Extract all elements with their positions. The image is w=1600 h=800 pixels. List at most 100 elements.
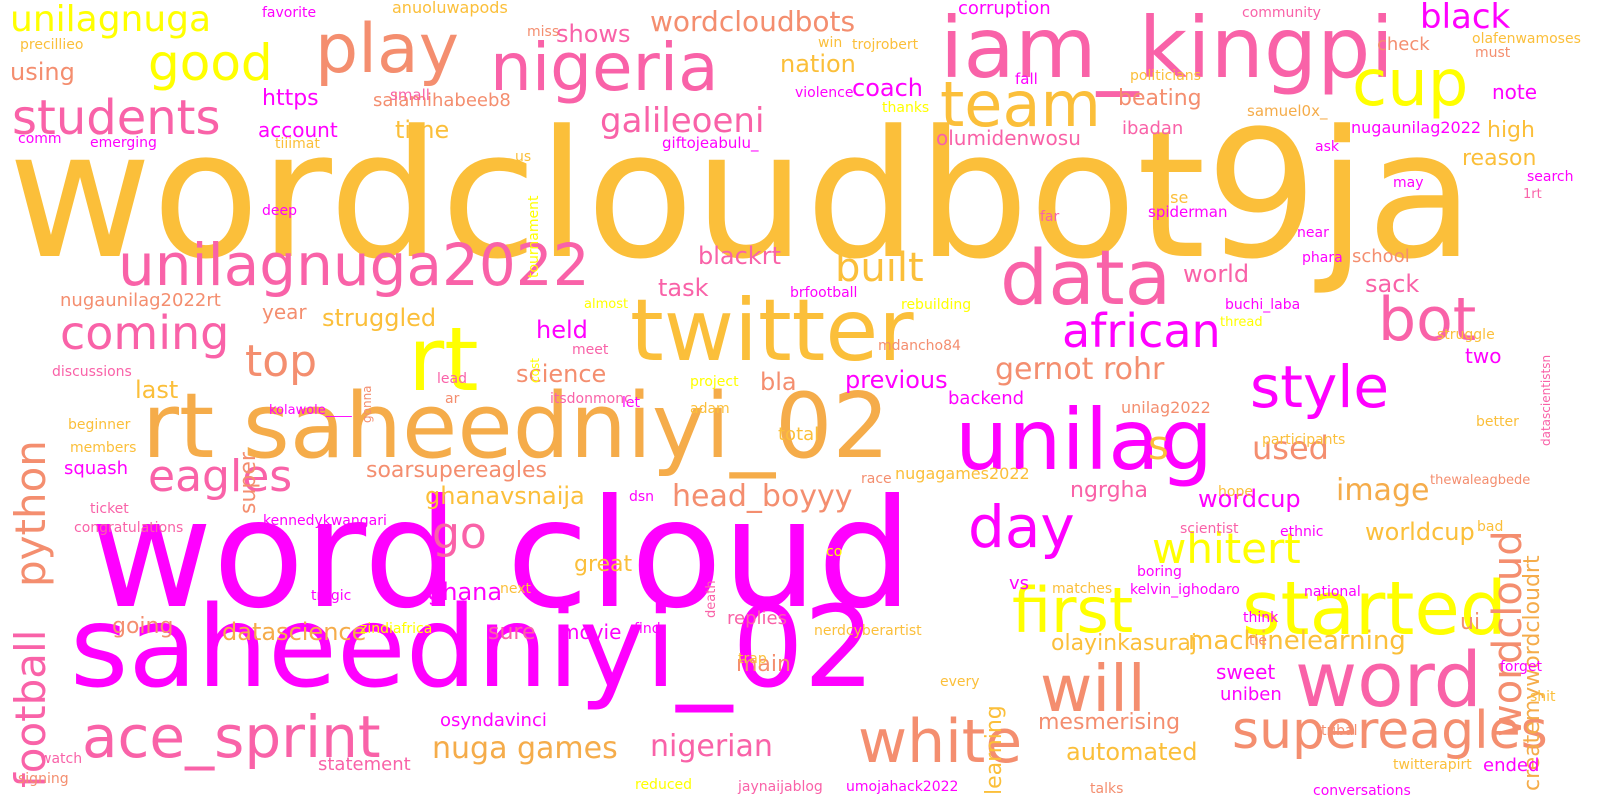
word-image-42: image xyxy=(1336,473,1430,508)
word-ngrgha-57: ngrgha xyxy=(1070,478,1148,503)
word-race-164: race xyxy=(861,471,892,487)
word-may-134: may xyxy=(1393,175,1424,191)
word-mesmerising-98: mesmerising xyxy=(1038,710,1181,735)
word-reason-82: reason xyxy=(1462,146,1537,171)
word-phara-140: phara xyxy=(1302,250,1343,266)
word-reduced-194: reduced xyxy=(635,777,693,793)
word-nigerian-39: nigerian xyxy=(650,729,773,764)
word-meet-151: meet xyxy=(572,342,609,358)
word-death-175: death xyxy=(704,580,719,618)
word-talks-198: talks xyxy=(1090,781,1124,797)
word-buchi-laba-145: buchi_laba xyxy=(1225,297,1301,313)
word-kennedykwangari-170: kennedykwangari xyxy=(263,513,387,529)
word-python-45: python xyxy=(6,440,55,587)
word-1rt-136: 1rt xyxy=(1523,187,1542,202)
word-win-117: win xyxy=(818,35,843,51)
word-struggle-147: struggle xyxy=(1437,327,1495,343)
word-project-154: project xyxy=(690,374,739,390)
word-salamihabeeb8-108: salamihabeeb8 xyxy=(373,90,511,111)
word-coming-26: coming xyxy=(60,306,230,360)
word-anuoluwapods-72: anuoluwapods xyxy=(392,0,508,17)
word-unilagnuga-34: unilagnuga xyxy=(10,0,212,40)
word-think-185: think xyxy=(1243,610,1279,626)
word-wordcloudbots-35: wordcloudbots xyxy=(650,5,856,38)
word-s-40: s xyxy=(1148,423,1169,469)
word-precillieo-115: precillieo xyxy=(20,37,84,53)
word-high-81: high xyxy=(1487,118,1535,143)
word-built-30: built xyxy=(835,245,924,291)
word-nugaunilag2022-83: nugaunilag2022 xyxy=(1351,118,1482,137)
word-near-139: near xyxy=(1297,225,1329,241)
word-twitterapirt-197: twitterapirt xyxy=(1393,757,1472,773)
word-ticket-168: ticket xyxy=(90,501,129,517)
word-galileoeni-32: galileoeni xyxy=(600,101,765,141)
word-cost-149: cost xyxy=(528,358,542,383)
word-tribal-191: tribal xyxy=(1321,723,1358,739)
word-kolawole-160: kolawole____ xyxy=(269,403,352,418)
word-gonna-150: gonna xyxy=(360,385,374,423)
word-unilag-5: unilag xyxy=(955,391,1213,489)
word-started-11: started xyxy=(1242,566,1507,652)
word-congratulations-169: congratulations xyxy=(74,520,184,536)
word-team-18: team xyxy=(940,68,1101,141)
word-spiderman-112: spiderman xyxy=(1148,203,1228,221)
word-sweet-96: sweet xyxy=(1216,660,1276,684)
word-beating-77: beating xyxy=(1118,86,1202,111)
word-learning-48: learning xyxy=(982,705,1007,795)
word-will-14: will xyxy=(1040,653,1146,727)
word-uniben-97: uniben xyxy=(1220,684,1282,705)
word-main-92: main xyxy=(736,652,791,677)
word-https-74: https xyxy=(262,86,319,111)
word-ibadan-78: ibadan xyxy=(1122,118,1184,139)
word-world-62: world xyxy=(1183,260,1250,288)
word-ghanavsnaija-55: ghanavsnaija xyxy=(425,482,585,510)
word-scientist-171: scientist xyxy=(1180,521,1239,537)
word-ethnic-172: ethnic xyxy=(1280,524,1324,540)
word-ghana-88: ghana xyxy=(427,578,503,606)
word-black-36: black xyxy=(1420,0,1511,37)
word-rt-8: rt xyxy=(408,308,479,411)
word-far-138: far xyxy=(1040,209,1060,225)
word-better-161: better xyxy=(1476,414,1519,430)
word-nation-70: nation xyxy=(780,50,856,78)
word-eagles-28: eagles xyxy=(148,451,293,502)
word-struggled-58: struggled xyxy=(322,304,437,332)
word-every-189: every xyxy=(940,674,980,690)
word-two-86: two xyxy=(1465,344,1502,368)
word-miss-116: miss xyxy=(527,24,560,40)
word-nerdcyberartist-184: nerdcyberartist xyxy=(814,623,922,639)
word-go-29: go xyxy=(432,508,487,559)
word-first-12: first xyxy=(1012,574,1134,647)
word-wordcup-54: wordcup xyxy=(1198,485,1301,513)
word-let-155: let xyxy=(622,395,640,411)
word-conversations-199: conversations xyxy=(1313,783,1411,799)
word-bla-65: bla xyxy=(760,368,797,396)
word-nugaunilag2022rt-110: nugaunilag2022rt xyxy=(60,290,221,311)
word-replies-93: replies xyxy=(727,608,787,629)
word-discussions-148: discussions xyxy=(52,364,132,380)
word-participants-163: participants xyxy=(1262,432,1346,448)
word-small-122: small xyxy=(390,86,430,104)
word-olumidenwosu-79: olumidenwosu xyxy=(936,126,1081,150)
word-automated-52: automated xyxy=(1066,738,1198,766)
word-science-59: science xyxy=(516,360,607,388)
word-almost-142: almost xyxy=(584,297,629,312)
word-held-66: held xyxy=(536,316,588,344)
word-statement-103: statement xyxy=(318,754,411,775)
word-boring-176: boring xyxy=(1137,564,1182,580)
word-umojahack2022-196: umojahack2022 xyxy=(846,779,959,795)
word-shows-71: shows xyxy=(556,20,631,48)
word-must-121: must xyxy=(1475,45,1511,61)
word-word-13: word xyxy=(1295,635,1482,724)
word-time-73: time xyxy=(395,116,450,144)
word-hope-165: hope xyxy=(1218,484,1253,500)
word-worldcup-53: worldcup xyxy=(1365,518,1475,546)
word-brfootball-143: brfootball xyxy=(790,285,858,301)
word-trojrobert-118: trojrobert xyxy=(852,37,919,53)
word-movie-91: movie xyxy=(560,620,622,644)
word-next-178: next xyxy=(500,581,532,597)
word-machinelearning-51: machinelearning xyxy=(1188,626,1406,656)
word-tie-186: tie xyxy=(1249,633,1267,649)
word-violence-126: violence xyxy=(795,85,854,101)
